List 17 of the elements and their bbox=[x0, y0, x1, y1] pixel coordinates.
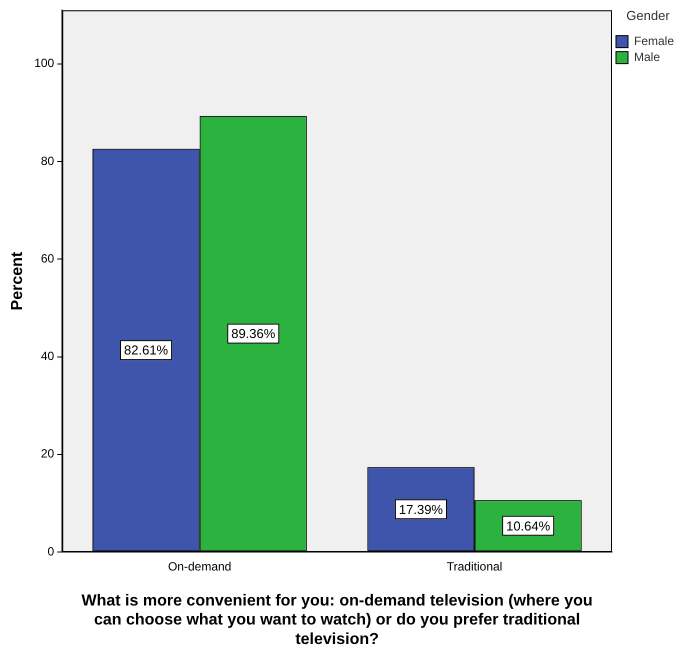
x-tick-label: On-demand bbox=[168, 560, 232, 574]
y-axis-title: Percent bbox=[9, 251, 26, 310]
legend-title: Gender bbox=[626, 8, 670, 24]
x-tick-label: Traditional bbox=[446, 560, 502, 574]
legend-label: Female bbox=[634, 34, 674, 48]
y-tick-label: 100 bbox=[34, 56, 55, 70]
data-label: 82.61% bbox=[124, 342, 169, 358]
data-label: 89.36% bbox=[231, 326, 276, 342]
y-tick-label: 80 bbox=[40, 154, 55, 168]
legend-label: Male bbox=[634, 50, 660, 64]
y-tick-label: 0 bbox=[48, 544, 55, 558]
y-tick-label: 60 bbox=[40, 251, 55, 266]
y-tick-label: 40 bbox=[40, 349, 55, 364]
data-label: 17.39% bbox=[398, 502, 444, 517]
data-label: 10.64% bbox=[506, 518, 551, 534]
x-axis-title: What is more convenient for you: on-demand television (where you can choose what you want to watch) or do you prefer traditional television? bbox=[82, 592, 593, 648]
y-tick-label: 20 bbox=[40, 446, 55, 461]
